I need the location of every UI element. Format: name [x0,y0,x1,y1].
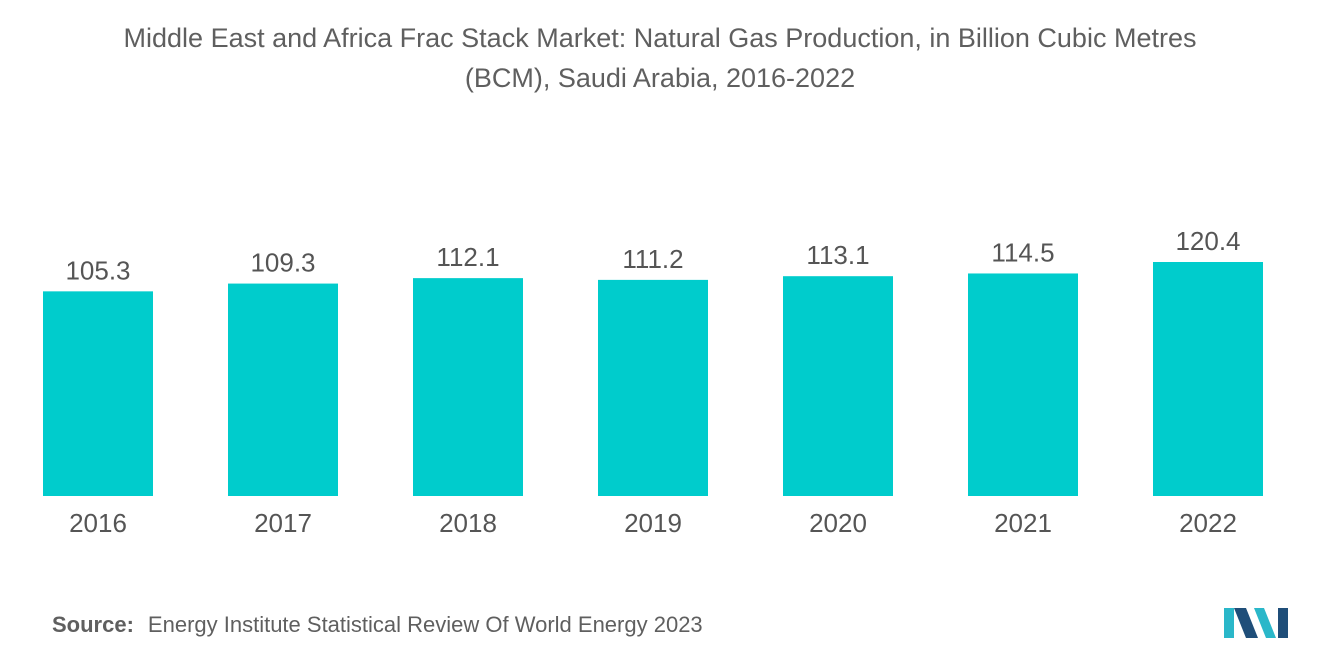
value-label-2021: 114.5 [991,237,1054,267]
value-label-2022: 120.4 [1175,226,1240,256]
source-text: Energy Institute Statistical Review Of W… [147,612,703,637]
x-tick-label-2022: 2022 [1179,508,1237,538]
value-label-2016: 105.3 [65,255,130,285]
source-note: Source: Energy Institute Statistical Revi… [52,612,703,638]
bar-2017 [228,283,338,496]
chart-title-line-2: (BCM), Saudi Arabia, 2016-2022 [464,63,856,93]
x-tick-label-2018: 2018 [439,508,497,538]
logo-shape-mid-left [1234,608,1258,638]
mordor-intelligence-logo-icon [1224,608,1288,638]
chart-title-line-1: Middle East and Africa Frac Stack Market… [123,23,1197,53]
value-label-2020: 113.1 [806,240,869,270]
bar-2018 [413,278,523,496]
bar-2021 [968,273,1078,496]
chart-title: Middle East and Africa Frac Stack Market… [0,18,1320,98]
bar-chart: 105.3 2016 109.3 2017 112.1 2018 111.2 2019 113.… [43,226,1263,538]
x-tick-label-2020: 2020 [809,508,867,538]
bar-2022 [1153,262,1263,496]
x-tick-label-2016: 2016 [69,508,127,538]
x-tick-label-2017: 2017 [254,508,312,538]
bar-2020 [783,276,893,496]
value-label-2019: 111.2 [622,244,683,274]
bar-2019 [598,279,708,496]
value-label-2018: 112.1 [436,242,499,272]
x-tick-label-2019: 2019 [624,508,682,538]
bar-2016 [43,291,153,496]
logo-shape-mid-right [1254,608,1276,638]
logo-shape-left [1224,608,1234,638]
x-tick-label-2021: 2021 [994,508,1052,538]
logo-shape-right [1278,608,1288,638]
source-label: Source: [52,612,134,637]
value-label-2017: 109.3 [250,248,315,278]
